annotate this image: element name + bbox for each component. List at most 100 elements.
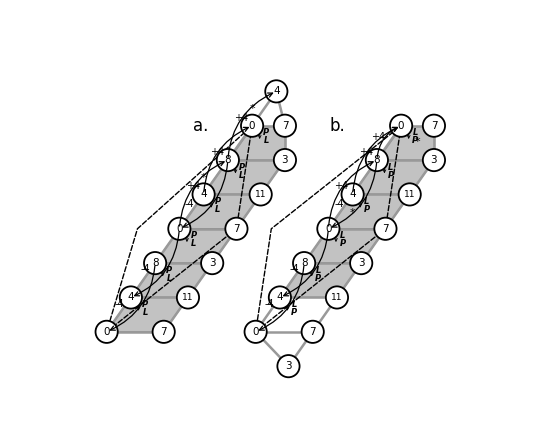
Text: 3: 3 [358, 258, 365, 268]
Circle shape [168, 218, 191, 240]
Text: 0: 0 [249, 121, 255, 131]
Text: -4: -4 [184, 198, 194, 209]
Circle shape [265, 80, 288, 102]
Text: *: * [201, 173, 207, 183]
Circle shape [366, 149, 388, 171]
Circle shape [269, 286, 291, 309]
Circle shape [350, 252, 372, 274]
Text: 11: 11 [331, 293, 343, 302]
Circle shape [341, 183, 364, 206]
Polygon shape [204, 160, 285, 194]
Polygon shape [131, 263, 212, 298]
Circle shape [274, 115, 296, 137]
Text: *: * [350, 208, 356, 217]
Text: +4: +4 [335, 181, 348, 191]
Text: P: P [263, 128, 269, 137]
Polygon shape [179, 194, 261, 229]
Text: +4: +4 [209, 147, 224, 157]
Text: 0: 0 [325, 224, 332, 234]
Text: L: L [340, 232, 345, 240]
Text: -4: -4 [335, 198, 344, 209]
Polygon shape [329, 194, 410, 229]
Circle shape [326, 286, 348, 309]
Text: 3: 3 [281, 155, 288, 165]
Polygon shape [155, 229, 237, 263]
Text: L: L [264, 136, 269, 146]
Text: 4: 4 [201, 190, 207, 199]
Text: L: L [191, 239, 196, 248]
Circle shape [398, 183, 421, 206]
Text: -4: -4 [289, 264, 299, 274]
Circle shape [301, 321, 324, 343]
Text: P: P [340, 239, 346, 248]
Text: 7: 7 [161, 327, 167, 337]
Circle shape [317, 218, 340, 240]
Circle shape [423, 149, 445, 171]
Text: +4: +4 [371, 132, 386, 142]
Text: L: L [364, 197, 370, 206]
Text: 7: 7 [233, 224, 240, 234]
Text: 0: 0 [398, 121, 404, 131]
Text: 7: 7 [430, 121, 437, 131]
Text: P: P [215, 197, 221, 206]
Text: 11: 11 [404, 190, 416, 199]
Text: 0: 0 [253, 327, 259, 337]
Circle shape [423, 115, 445, 137]
Text: 3: 3 [285, 361, 292, 371]
Circle shape [95, 321, 118, 343]
Polygon shape [228, 126, 285, 160]
Text: P: P [412, 136, 418, 146]
Circle shape [225, 218, 248, 240]
Text: 0: 0 [176, 224, 183, 234]
Text: +4: +4 [186, 181, 200, 191]
Text: P: P [364, 205, 370, 214]
Text: 4: 4 [127, 292, 134, 303]
Circle shape [177, 286, 199, 309]
Text: L: L [142, 308, 148, 317]
Circle shape [390, 115, 412, 137]
Text: P: P [191, 232, 197, 240]
Circle shape [244, 321, 267, 343]
Circle shape [274, 149, 296, 171]
Text: 7: 7 [382, 224, 389, 234]
Circle shape [201, 252, 223, 274]
Circle shape [192, 183, 215, 206]
Polygon shape [352, 160, 434, 194]
Polygon shape [280, 263, 361, 298]
Text: L: L [239, 171, 245, 180]
Circle shape [120, 286, 142, 309]
Text: 3: 3 [209, 258, 216, 268]
Text: 11: 11 [182, 293, 194, 302]
Text: *: * [415, 137, 420, 147]
Text: L: L [291, 300, 297, 309]
Text: 8: 8 [224, 155, 231, 165]
Circle shape [293, 252, 315, 274]
Text: P: P [166, 265, 172, 275]
Text: -4: -4 [265, 299, 275, 309]
Text: 8: 8 [301, 258, 307, 268]
Circle shape [241, 115, 263, 137]
Circle shape [250, 183, 272, 206]
Text: L: L [388, 163, 394, 172]
Text: 7: 7 [281, 121, 288, 131]
Polygon shape [106, 298, 188, 332]
Circle shape [375, 218, 397, 240]
Text: -4: -4 [140, 264, 150, 274]
Text: P: P [291, 308, 297, 317]
Text: L: L [215, 205, 220, 214]
Circle shape [144, 252, 166, 274]
Circle shape [152, 321, 175, 343]
Text: P: P [388, 171, 394, 180]
Text: P: P [239, 163, 245, 172]
Text: 11: 11 [255, 190, 266, 199]
Text: 8: 8 [373, 155, 380, 165]
Text: 4: 4 [350, 190, 356, 199]
Text: 4: 4 [273, 86, 280, 97]
Text: L: L [413, 128, 418, 137]
Text: 8: 8 [152, 258, 158, 268]
Text: L: L [316, 265, 321, 275]
Text: P: P [142, 300, 148, 309]
Text: 4: 4 [276, 292, 283, 303]
Text: *: * [249, 104, 255, 114]
Text: L: L [167, 274, 172, 283]
